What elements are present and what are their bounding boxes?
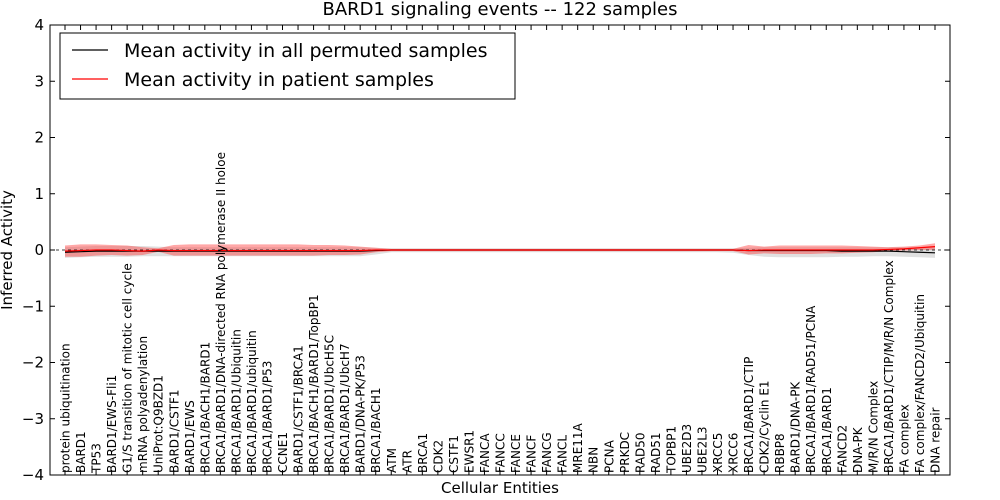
category-label: FANCF: [525, 435, 539, 473]
x-axis-label: Cellular Entities: [441, 479, 559, 497]
category-label: UniProt:Q9BZD1: [152, 375, 166, 473]
y-tick-label: −2: [22, 354, 44, 372]
category-label: BRCA1/BARD1/CTIP: [742, 357, 756, 473]
category-label: ATM: [385, 448, 399, 473]
y-tick-label: 4: [34, 16, 44, 34]
category-label: BRCA1/BARD1: [820, 387, 834, 473]
category-label: NBN: [587, 447, 601, 473]
category-label: BARD1: [74, 431, 88, 473]
category-label: DNA-PK: [851, 426, 865, 473]
category-label: BRCA1: [416, 433, 430, 473]
category-label: BARD1/CSTF1: [167, 389, 181, 473]
x-axis: protein ubiquitination BARD1 TP53 BARD1/EWS…: [59, 25, 943, 475]
y-tick-label: 1: [34, 185, 44, 203]
category-label: FANCG: [540, 432, 554, 473]
category-label: PCNA: [602, 439, 616, 473]
category-label: FANCL: [556, 435, 570, 473]
y-tick-label: −4: [22, 466, 44, 484]
category-label: TP53: [90, 443, 104, 474]
legend-label-patient: Mean activity in patient samples: [124, 69, 434, 91]
category-label: BARD1/EWS: [183, 400, 197, 473]
category-label: CCNE1: [276, 432, 290, 473]
category-label: BARD1/CSTF1/BRCA1: [292, 345, 306, 473]
category-label: BRCA1/BACH1/BARD1: [198, 342, 212, 473]
category-label: BRCA1/BARD1/P53: [260, 361, 274, 473]
category-label: XRCC5: [711, 433, 725, 473]
permuted-band: [65, 246, 935, 258]
chart-title: BARD1 signaling events -- 122 samples: [323, 0, 678, 20]
category-label: mRNA polyadenylation: [136, 336, 150, 473]
category-label: PRKDC: [618, 432, 632, 473]
y-tick-label: 2: [34, 129, 44, 147]
category-label: RAD51: [649, 432, 663, 473]
y-tick-label: 0: [34, 241, 44, 259]
category-label: BRCA1/BARD1/DNA-directed RNA polymerase …: [214, 152, 228, 473]
category-label: FA complex: [897, 404, 911, 473]
category-label: BRCA1/BACH1/BARD1/TopBP1: [307, 294, 321, 473]
category-label: BRCA1/BACH1: [369, 387, 383, 473]
category-label: CDK2/Cyclin E1: [758, 380, 772, 473]
category-label: EWSR1: [462, 430, 476, 473]
y-tick-label: −1: [22, 297, 44, 315]
category-label: RAD50: [633, 432, 647, 473]
y-tick-label: 3: [34, 72, 44, 90]
legend-box: [59, 32, 516, 100]
category-label: MRE11A: [571, 422, 585, 473]
category-label: XRCC6: [727, 433, 741, 473]
category-label: protein ubiquitination: [59, 343, 73, 473]
category-label: M/R/N Complex: [866, 381, 880, 473]
category-label: CDK2: [431, 440, 445, 473]
category-label: DNA repair: [929, 407, 943, 473]
category-label: RBBP8: [773, 433, 787, 473]
category-label: BARD1/DNA-PK/P53: [354, 355, 368, 473]
y-axis-label: Inferred Activity: [0, 190, 16, 310]
category-label: ATR: [400, 450, 414, 473]
series-line-patient: [64, 246, 936, 252]
legend: Mean activity in all permuted samples Me…: [59, 32, 516, 100]
category-label: FANCA: [478, 433, 492, 473]
category-label: FA complex/FANCD2/Ubiquitin: [913, 294, 927, 473]
legend-label-permuted: Mean activity in all permuted samples: [124, 40, 487, 62]
category-label: BRCA1/BARD1/ubiquitin: [245, 330, 259, 473]
category-label: BRCA1/BARD1/RAD51/PCNA: [804, 305, 818, 473]
category-label: BARD1/EWS-Fli1: [105, 375, 119, 473]
category-label: BRCA1/BARD1/Ubiquitin: [229, 329, 243, 473]
y-tick-label: −3: [22, 410, 44, 428]
category-label: UBE2D3: [680, 424, 694, 473]
y-axis: 4 3 2 1 0 −1 −2 −3 −4: [22, 16, 950, 484]
category-label: TOPBP1: [664, 426, 678, 474]
category-label: FANCD2: [835, 425, 849, 473]
category-label: BRCA1/BARD1/UbcH5C: [323, 335, 337, 473]
category-label: BRCA1/BARD1/UbcH7: [338, 343, 352, 473]
category-label: FANCC: [494, 433, 508, 473]
category-label: BRCA1/BARD1/CTIP/M/R/N Complex: [882, 260, 896, 473]
plot-area: [50, 243, 950, 258]
category-label: BARD1/DNA-PK: [789, 381, 803, 473]
category-label: UBE2L3: [695, 426, 709, 473]
category-label: G1/S transition of mitotic cell cycle: [121, 263, 135, 473]
category-label: FANCE: [509, 434, 523, 473]
category-label: CSTF1: [447, 435, 461, 473]
